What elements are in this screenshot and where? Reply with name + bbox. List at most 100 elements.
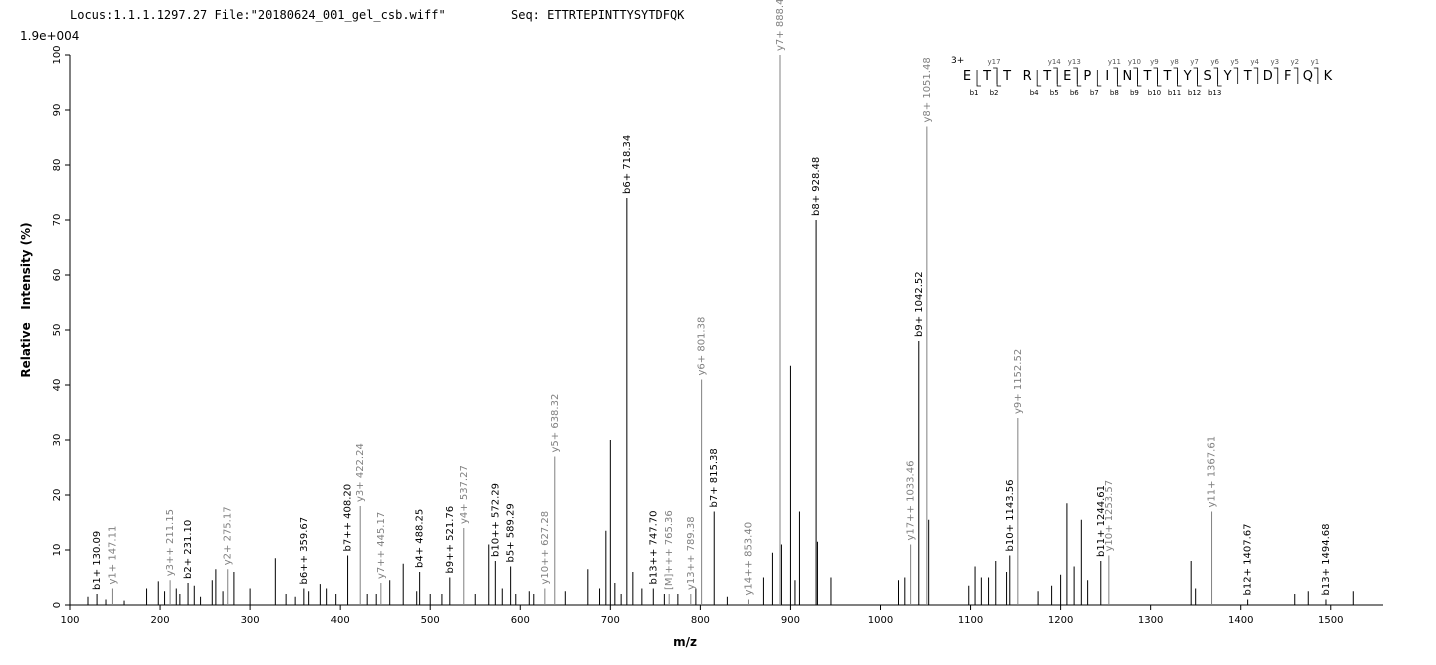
x-tick-label: 300	[241, 615, 260, 626]
b-ion-label: b4	[1030, 89, 1039, 97]
y-tick-label: 60	[52, 269, 63, 282]
y-ion-marker	[1293, 67, 1299, 84]
y-tick-label: 70	[52, 214, 63, 227]
peak-label: y13++ 789.38	[686, 516, 697, 590]
peak-label: b13++ 747.70	[648, 511, 659, 585]
residue: F	[1284, 69, 1291, 84]
peak-label: b9++ 521.76	[445, 506, 456, 574]
residue: T	[1243, 69, 1252, 84]
peak-label: y5+ 638.32	[550, 394, 561, 453]
peak-label: b12+ 1407.67	[1243, 524, 1254, 596]
y-ion-marker	[1153, 67, 1158, 84]
residue: T	[1163, 69, 1172, 84]
x-tick-label: 600	[511, 615, 530, 626]
peak-label: b6++ 359.67	[299, 517, 310, 585]
peak-label: b11+ 1244.61	[1096, 485, 1107, 557]
peak-label: b9+ 1042.52	[914, 271, 925, 337]
peak-label: y17++ 1033.46	[906, 461, 917, 541]
y-ion-marker	[1313, 67, 1319, 84]
b-ion-marker	[976, 70, 982, 87]
y-ion-label: y8	[1170, 58, 1179, 66]
peak-label: y3++ 211.15	[165, 509, 176, 576]
y-ion-label: y9	[1150, 58, 1159, 66]
charge-label: 3+	[951, 56, 964, 66]
x-tick-label: 1400	[1228, 615, 1253, 626]
b-ion-label: b7	[1090, 89, 1099, 97]
peak-label: y11+ 1367.61	[1207, 436, 1218, 508]
b-ion-marker	[1177, 70, 1182, 87]
x-tick-label: 900	[781, 615, 800, 626]
x-tick-label: 500	[421, 615, 440, 626]
residue: D	[1263, 69, 1273, 84]
b-ion-marker	[1137, 70, 1142, 87]
b-ion-marker	[1056, 70, 1062, 87]
y-axis-label: Relative Intensity (%)	[19, 222, 33, 377]
y-ion-label: y3	[1270, 58, 1279, 66]
x-tick-label: 400	[331, 615, 350, 626]
y-ion-label: y14	[1048, 58, 1062, 66]
peak-label: y7++ 445.17	[376, 512, 387, 579]
peak-label: y9+ 1152.52	[1013, 349, 1024, 414]
peak-label: y3+ 422.24	[355, 443, 366, 502]
b-ion-label: b11	[1168, 89, 1181, 97]
y-ion-label: y4	[1250, 58, 1259, 66]
b-ion-label: b8	[1110, 89, 1119, 97]
x-tick-label: 1100	[958, 615, 983, 626]
x-tick-label: 1000	[868, 615, 893, 626]
residue: Y	[1183, 69, 1192, 84]
peak-label: y6+ 801.38	[697, 317, 708, 376]
header-left: Locus:1.1.1.1297.27 File:"20180624_001_g…	[70, 8, 446, 22]
residue: T	[1042, 69, 1051, 84]
b-ion-label: b10	[1148, 89, 1161, 97]
b-ion-label: b12	[1188, 89, 1201, 97]
peak-label: b6+ 718.34	[622, 135, 633, 194]
y-ion-marker	[1173, 67, 1178, 84]
peak-label: y10+ 1253.57	[1104, 480, 1115, 552]
peak-label: b8+ 928.48	[811, 157, 822, 216]
residue: R	[1023, 69, 1032, 84]
b-ion-marker	[1036, 70, 1042, 87]
b-ion-label: b6	[1070, 89, 1079, 97]
x-tick-label: 1200	[1048, 615, 1073, 626]
y-ion-label: y10	[1128, 58, 1141, 66]
b-ion-marker	[1157, 70, 1162, 87]
b-ion-marker	[1116, 70, 1122, 87]
residue: S	[1203, 69, 1211, 84]
y-ion-marker	[1253, 67, 1259, 84]
y-tick-label: 90	[52, 104, 63, 117]
x-tick-label: 1500	[1318, 615, 1343, 626]
peak-label: b1+ 130.09	[92, 531, 103, 590]
y-ion-marker	[1233, 67, 1239, 84]
y-tick-label: 100	[52, 45, 63, 64]
y-ion-marker	[1113, 67, 1118, 84]
y-ion-marker	[1133, 67, 1138, 84]
peak-label: b4+ 488.25	[415, 509, 426, 568]
y-ion-marker	[1213, 67, 1219, 84]
y-ion-marker	[1193, 67, 1198, 84]
b-ion-marker	[1197, 70, 1202, 87]
y-ion-label: y2	[1291, 58, 1300, 66]
residue: K	[1324, 69, 1333, 84]
b-ion-label: b9	[1130, 89, 1139, 97]
peak-label: b7+ 815.38	[709, 448, 720, 507]
x-axis-label: m/z	[673, 635, 697, 649]
peak-label: y10++ 627.28	[540, 511, 551, 585]
residue: T	[1142, 69, 1151, 84]
peak-label: y4+ 537.27	[459, 465, 470, 524]
peak-label: y8+ 1051.48	[922, 57, 933, 122]
peak-label: b13+ 1494.68	[1321, 524, 1332, 596]
x-tick-label: 700	[601, 615, 620, 626]
y-ion-marker	[1053, 67, 1058, 84]
y-ion-label: y1	[1311, 58, 1320, 66]
x-tick-label: 800	[691, 615, 710, 626]
y-ion-marker	[993, 67, 998, 84]
y-ion-marker	[1273, 67, 1279, 84]
residue: P	[1083, 69, 1091, 84]
peak-label: y2+ 275.17	[223, 506, 234, 565]
peak-label: b10+ 1143.56	[1005, 480, 1016, 552]
y-ion-label: y5	[1230, 58, 1239, 66]
residue: Q	[1303, 69, 1313, 84]
peak-label: y14++ 853.40	[743, 522, 754, 596]
